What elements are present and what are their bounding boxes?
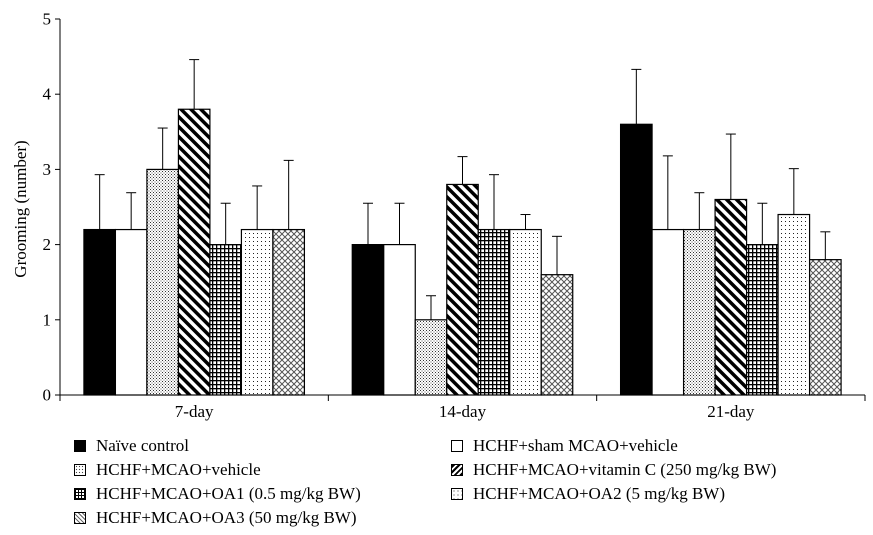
axis-labels-layer: 0 1 2 3 4 5 Grooming (number) 7-day 14-day 21-day [11, 10, 755, 422]
x-tick-label: 21-day [707, 402, 755, 421]
y-tick-label: 4 [43, 85, 52, 104]
y-tick-label: 2 [43, 235, 52, 254]
bars-layer [83, 108, 842, 396]
bar [714, 198, 748, 396]
bar [209, 244, 243, 396]
bar [114, 228, 148, 396]
bar [540, 274, 574, 396]
bar [682, 228, 716, 396]
bar [83, 228, 117, 396]
y-axis-label: Grooming (number) [11, 140, 30, 277]
error-bars-layer [94, 59, 831, 320]
y-tick-label: 0 [43, 386, 52, 405]
bar [383, 244, 416, 396]
bar [745, 244, 779, 396]
bar [509, 228, 542, 396]
bar [777, 213, 811, 396]
bar [351, 244, 385, 396]
bar [146, 168, 180, 396]
bar [240, 228, 274, 396]
bar [446, 183, 479, 396]
bar [177, 108, 211, 396]
x-tick-label: 14-day [439, 402, 487, 421]
y-tick-label: 5 [43, 10, 52, 29]
bar [477, 228, 511, 396]
y-tick-label: 1 [43, 310, 52, 329]
bar [651, 228, 685, 396]
bar [272, 228, 306, 396]
bar [619, 123, 653, 396]
y-tick-label: 3 [43, 160, 52, 179]
bar [808, 259, 842, 396]
bar [414, 319, 448, 396]
x-tick-label: 7-day [175, 402, 214, 421]
